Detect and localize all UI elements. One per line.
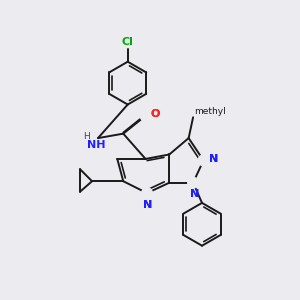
Text: N: N [209,154,218,164]
Circle shape [140,110,151,121]
Text: Cl: Cl [122,38,134,47]
Text: N: N [190,189,199,199]
Text: H: H [83,132,90,141]
Circle shape [198,155,209,166]
Text: N: N [209,154,218,164]
Text: N: N [143,200,152,210]
Circle shape [188,177,198,188]
Text: N: N [143,200,152,210]
Text: O: O [151,109,160,119]
Text: O: O [151,109,160,119]
Text: N: N [190,189,199,199]
Text: methyl: methyl [195,107,226,116]
Text: NH: NH [87,140,106,150]
Circle shape [142,188,152,198]
